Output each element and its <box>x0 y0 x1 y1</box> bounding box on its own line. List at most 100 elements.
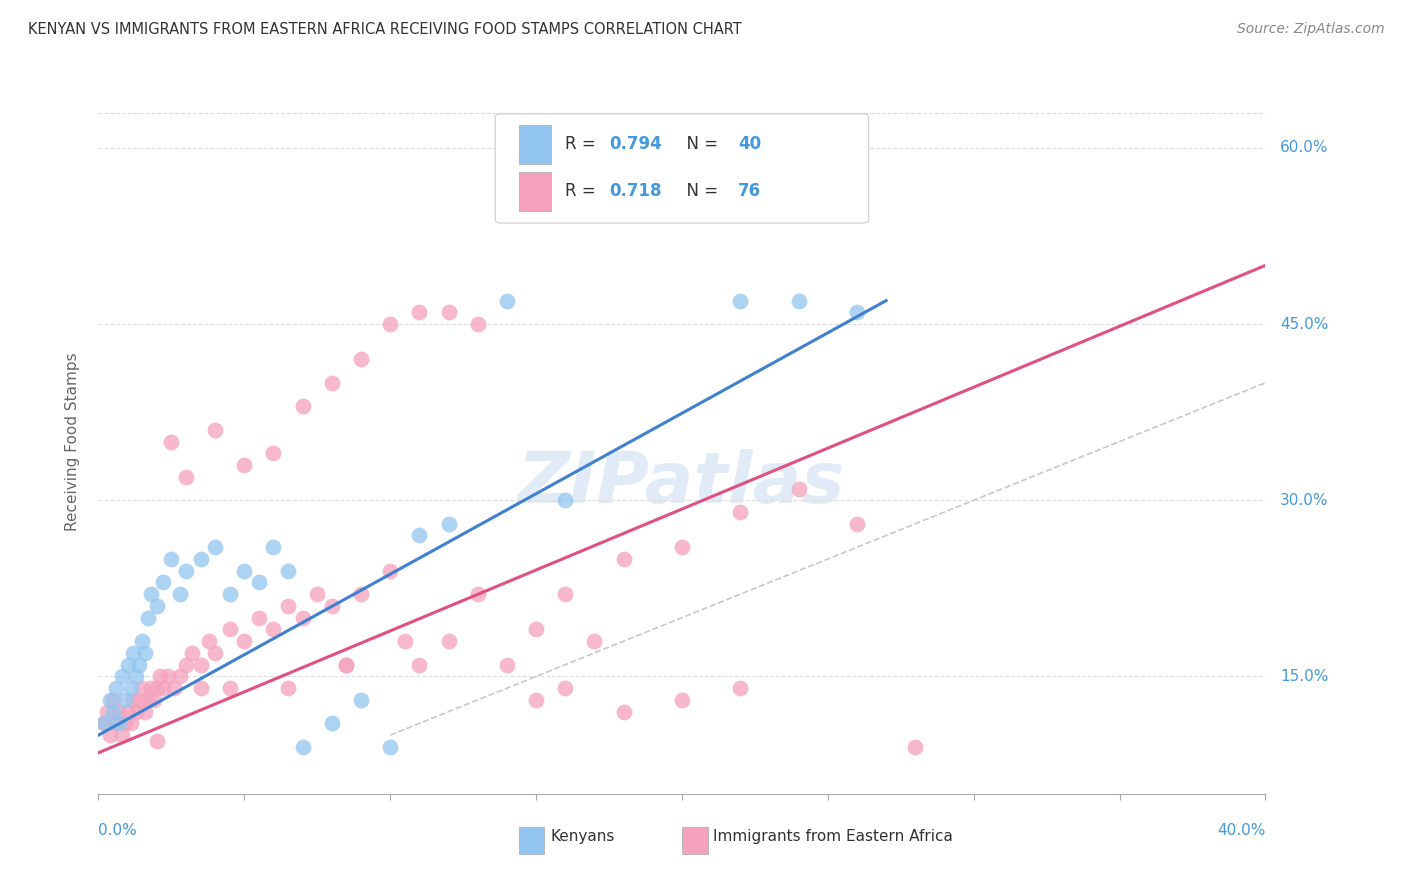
Point <box>277 564 299 578</box>
Text: 45.0%: 45.0% <box>1279 317 1329 332</box>
FancyBboxPatch shape <box>519 172 551 211</box>
Point <box>350 352 373 367</box>
Point <box>101 705 124 719</box>
Point <box>394 634 416 648</box>
Point <box>174 469 197 483</box>
Point <box>496 657 519 672</box>
Point <box>128 693 150 707</box>
FancyBboxPatch shape <box>519 125 551 163</box>
Point <box>190 681 212 696</box>
Text: 40.0%: 40.0% <box>1218 823 1265 838</box>
Text: R =: R = <box>565 182 602 201</box>
Point <box>204 541 226 555</box>
Point <box>263 446 285 460</box>
Point <box>380 564 402 578</box>
Point <box>321 376 343 390</box>
Point <box>277 599 299 613</box>
Point <box>817 176 839 190</box>
Point <box>136 693 159 707</box>
Point <box>204 423 226 437</box>
Text: 15.0%: 15.0% <box>1279 669 1329 684</box>
Point <box>98 728 121 742</box>
Text: 0.794: 0.794 <box>610 136 662 153</box>
Point <box>111 728 134 742</box>
Point <box>134 705 156 719</box>
Point <box>218 587 240 601</box>
Point <box>96 705 118 719</box>
Point <box>730 681 752 696</box>
Text: 0.718: 0.718 <box>610 182 662 201</box>
Point <box>291 610 314 624</box>
Point <box>117 657 139 672</box>
Point <box>198 634 221 648</box>
Point <box>136 610 159 624</box>
Point <box>114 693 136 707</box>
Point <box>146 599 169 613</box>
Point <box>134 646 156 660</box>
Point <box>128 657 150 672</box>
Text: 40: 40 <box>738 136 761 153</box>
Point <box>291 400 314 414</box>
Point <box>263 541 285 555</box>
Point <box>408 528 430 542</box>
Point <box>437 516 460 531</box>
Point <box>163 681 186 696</box>
FancyBboxPatch shape <box>519 827 544 854</box>
Text: Immigrants from Eastern Africa: Immigrants from Eastern Africa <box>713 829 953 844</box>
Point <box>120 681 142 696</box>
Point <box>437 634 460 648</box>
Point <box>218 623 240 637</box>
Point <box>408 305 430 319</box>
Point <box>108 716 131 731</box>
Point <box>671 693 693 707</box>
Y-axis label: Receiving Food Stamps: Receiving Food Stamps <box>65 352 80 531</box>
Point <box>277 681 299 696</box>
Point <box>321 599 343 613</box>
Point <box>120 716 142 731</box>
Point <box>554 587 576 601</box>
Point <box>114 716 136 731</box>
Point <box>467 587 489 601</box>
Point <box>671 541 693 555</box>
Text: N =: N = <box>676 136 724 153</box>
Point <box>125 669 148 683</box>
Point <box>904 739 927 754</box>
Point <box>307 587 329 601</box>
Text: KENYAN VS IMMIGRANTS FROM EASTERN AFRICA RECEIVING FOOD STAMPS CORRELATION CHART: KENYAN VS IMMIGRANTS FROM EASTERN AFRICA… <box>28 22 742 37</box>
Point <box>190 552 212 566</box>
Point <box>583 634 606 648</box>
Point <box>524 693 547 707</box>
Text: N =: N = <box>676 182 724 201</box>
Point <box>146 734 169 748</box>
Point <box>233 564 256 578</box>
Point <box>380 317 402 331</box>
Point <box>467 317 489 331</box>
FancyBboxPatch shape <box>495 114 869 223</box>
Point <box>174 564 197 578</box>
Point <box>131 681 153 696</box>
Point <box>160 552 183 566</box>
Text: ZIPatlas: ZIPatlas <box>519 450 845 518</box>
Point <box>93 716 115 731</box>
Point <box>152 681 174 696</box>
Point <box>524 623 547 637</box>
Point <box>247 610 270 624</box>
Point <box>104 681 127 696</box>
Point <box>139 587 162 601</box>
Point <box>350 587 373 601</box>
Point <box>190 657 212 672</box>
Point <box>263 623 285 637</box>
FancyBboxPatch shape <box>682 827 707 854</box>
Point <box>204 646 226 660</box>
Text: 30.0%: 30.0% <box>1279 492 1329 508</box>
Text: 76: 76 <box>738 182 761 201</box>
Point <box>169 669 191 683</box>
Point <box>93 716 115 731</box>
Text: 60.0%: 60.0% <box>1279 140 1329 155</box>
Text: Kenyans: Kenyans <box>550 829 614 844</box>
Point <box>98 693 121 707</box>
Point <box>787 293 810 308</box>
Point <box>160 434 183 449</box>
Point <box>180 646 202 660</box>
Point <box>335 657 357 672</box>
